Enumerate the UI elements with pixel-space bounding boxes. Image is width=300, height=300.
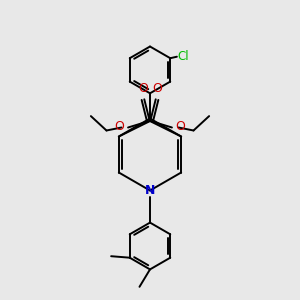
- Text: O: O: [138, 82, 148, 95]
- Text: N: N: [145, 184, 155, 197]
- Text: O: O: [115, 120, 124, 133]
- Text: Cl: Cl: [178, 50, 189, 63]
- Text: O: O: [152, 82, 162, 95]
- Text: O: O: [176, 120, 185, 133]
